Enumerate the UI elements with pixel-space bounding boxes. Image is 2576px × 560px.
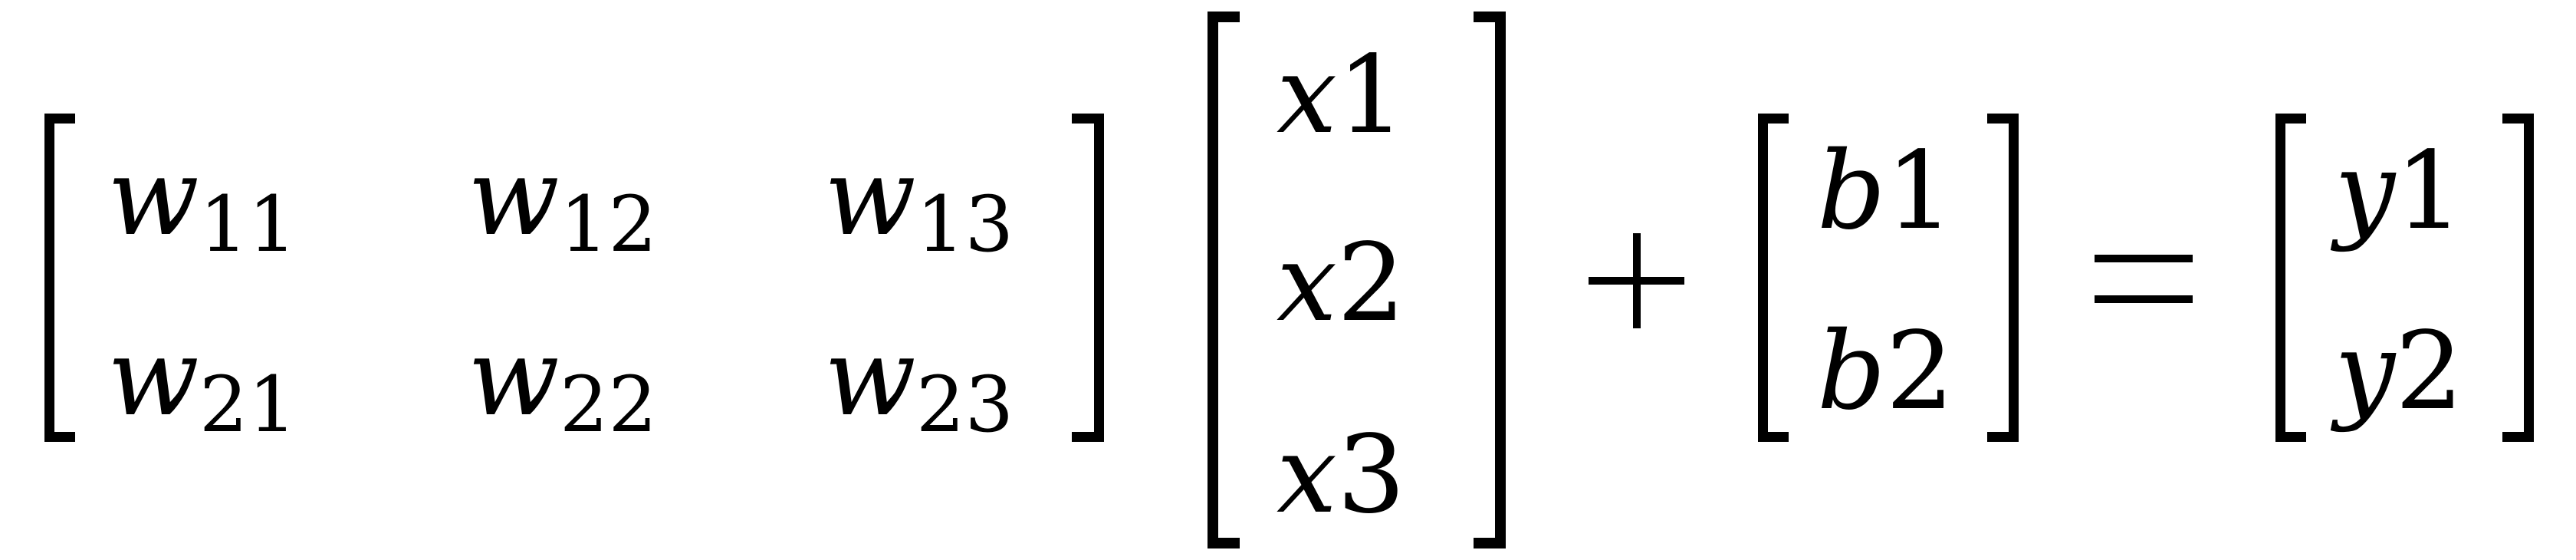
- x-vector-right-bracket-vertical: [1495, 12, 1506, 548]
- w-entry: w13: [824, 144, 1014, 263]
- x-var: x: [1276, 413, 1337, 538]
- w-var: w: [824, 315, 916, 440]
- w-var: w: [824, 135, 916, 260]
- b-vector-left-bracket-top: [1758, 114, 1789, 124]
- x-var: x: [1276, 33, 1337, 158]
- y-vector-left-bracket-top: [2275, 114, 2306, 124]
- w-entry: w11: [107, 144, 297, 263]
- y-index: 1: [2395, 129, 2464, 254]
- b-vector-left-bracket-bottom: [1758, 432, 1789, 442]
- y-var: y: [2334, 129, 2396, 254]
- b-vector-right-bracket-top: [1987, 114, 2019, 124]
- x-entry: x1: [1276, 42, 1405, 150]
- x-vector-left-bracket-vertical: [1208, 12, 1218, 548]
- b-vector-left-bracket-vertical: [1758, 114, 1768, 442]
- y-vector-left-bracket-vertical: [2275, 114, 2285, 442]
- w-entry: w12: [468, 144, 657, 263]
- w-entry: w23: [824, 324, 1014, 443]
- y-vector-right-bracket-bottom: [2502, 432, 2534, 442]
- w-var: w: [107, 315, 199, 440]
- b-entry: b1: [1817, 138, 1954, 245]
- y-vector-right-bracket-vertical: [2524, 114, 2534, 442]
- y-entry: y1: [2334, 138, 2463, 245]
- x-index: 3: [1336, 413, 1406, 538]
- w-subscript: 12: [559, 180, 658, 269]
- b-index: 2: [1885, 309, 1954, 434]
- w-matrix-right-bracket-vertical: [1094, 114, 1104, 442]
- y-vector-right-bracket-top: [2502, 114, 2534, 124]
- x-index: 1: [1336, 33, 1406, 158]
- w-matrix-right-bracket-top: [1072, 114, 1104, 124]
- w-entry: w22: [468, 324, 657, 443]
- w-matrix-right-bracket-bottom: [1072, 432, 1104, 442]
- x-vector-right-bracket-top: [1474, 12, 1506, 22]
- b-var: b: [1817, 129, 1886, 254]
- b-vector-right-bracket-bottom: [1987, 432, 2019, 442]
- x-vector-left-bracket-bottom: [1208, 538, 1240, 548]
- w-matrix-left-bracket-top: [44, 114, 75, 124]
- y-index: 2: [2395, 309, 2464, 434]
- plus-vertical-bar: [1633, 233, 1641, 328]
- w-var: w: [468, 135, 560, 260]
- w-entry: w21: [107, 324, 297, 443]
- x-vector-right-bracket-bottom: [1474, 538, 1506, 548]
- w-subscript: 11: [199, 180, 297, 269]
- b-var: b: [1817, 309, 1886, 434]
- b-vector-right-bracket-vertical: [2009, 114, 2019, 442]
- y-vector-left-bracket-bottom: [2275, 432, 2306, 442]
- b-entry: b2: [1817, 318, 1954, 426]
- w-var: w: [107, 135, 199, 260]
- x-index: 2: [1336, 221, 1406, 346]
- w-var: w: [468, 315, 560, 440]
- equals-top-bar: [2095, 255, 2193, 262]
- w-subscript: 13: [915, 180, 1014, 269]
- w-subscript: 21: [199, 360, 297, 450]
- w-matrix-left-bracket-vertical: [44, 114, 54, 442]
- b-index: 1: [1885, 129, 1954, 254]
- x-var: x: [1276, 221, 1337, 346]
- x-entry: x2: [1276, 230, 1405, 338]
- x-vector-left-bracket-top: [1208, 12, 1240, 22]
- equals-bottom-bar: [2095, 295, 2193, 303]
- y-var: y: [2334, 309, 2396, 434]
- w-subscript: 22: [559, 360, 658, 450]
- w-matrix-left-bracket-bottom: [44, 432, 75, 442]
- w-subscript: 23: [915, 360, 1014, 450]
- y-entry: y2: [2334, 318, 2463, 426]
- x-entry: x3: [1276, 422, 1405, 529]
